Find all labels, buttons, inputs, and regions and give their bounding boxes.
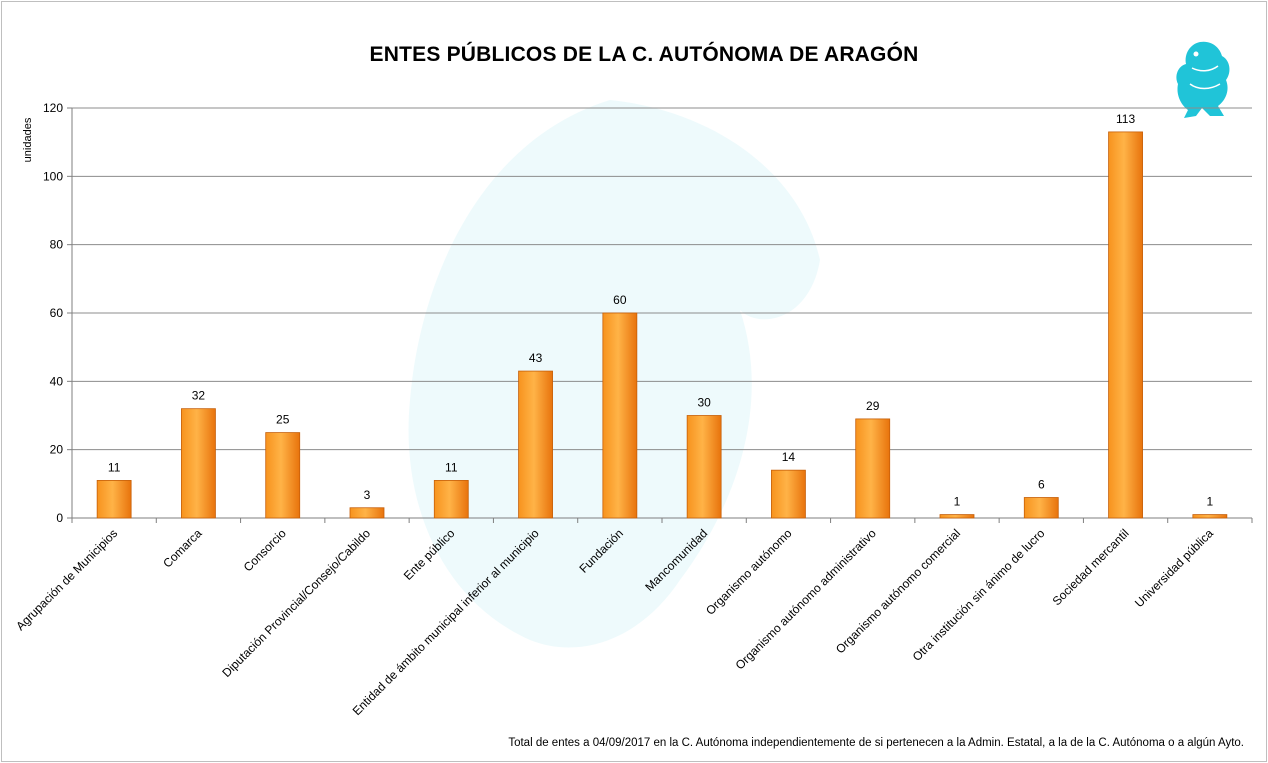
chart-title: ENTES PÚBLICOS DE LA C. AUTÓNOMA DE ARAG… bbox=[369, 43, 919, 66]
data-label: 1 bbox=[1207, 495, 1214, 509]
bar bbox=[1023, 497, 1059, 519]
griffin-logo-icon bbox=[1176, 41, 1230, 118]
bar bbox=[771, 469, 806, 519]
x-tick-label: Fundación bbox=[576, 526, 626, 576]
y-tick-label: 20 bbox=[50, 443, 64, 457]
bar bbox=[96, 480, 132, 519]
grid-lines bbox=[72, 107, 1252, 519]
bars bbox=[96, 131, 1228, 519]
x-tick-label: Sociedad mercantil bbox=[1050, 526, 1132, 608]
x-tick-label: Diputación Provincial/Consejo/Cabildo bbox=[219, 526, 373, 680]
data-label: 30 bbox=[697, 396, 711, 410]
data-label: 113 bbox=[1116, 112, 1135, 126]
bar bbox=[265, 432, 301, 519]
x-tick-label: Comarca bbox=[160, 526, 205, 571]
axes bbox=[67, 107, 1253, 523]
bar bbox=[518, 370, 553, 519]
bar bbox=[855, 418, 891, 519]
x-tick-label: Universidad pública bbox=[1132, 526, 1216, 610]
x-tick-label: Organismo autónomo administrativo bbox=[733, 526, 879, 672]
bar bbox=[686, 415, 722, 519]
bar bbox=[181, 408, 216, 519]
y-tick-label: 120 bbox=[43, 101, 63, 115]
y-tick-label: 60 bbox=[50, 306, 64, 320]
y-tick-label: 80 bbox=[50, 238, 64, 252]
x-tick-label: Consorcio bbox=[241, 526, 289, 574]
footnote: Total de entes a 04/09/2017 en la C. Aut… bbox=[508, 737, 1244, 749]
data-label: 29 bbox=[866, 399, 880, 413]
y-tick-label: 100 bbox=[43, 169, 63, 183]
y-tick-label: 40 bbox=[50, 374, 64, 388]
data-label: 32 bbox=[192, 389, 206, 403]
data-label: 11 bbox=[108, 460, 121, 474]
x-tick-label: Entidad de ámbito municipal inferior al … bbox=[350, 526, 542, 718]
data-label: 43 bbox=[529, 351, 543, 365]
bar bbox=[1192, 514, 1228, 519]
y-axis-label: unidades bbox=[22, 117, 34, 162]
x-tick-label: Otra institución sin ánimo de lucro bbox=[910, 526, 1048, 664]
bar bbox=[349, 507, 385, 519]
y-tick-label: 0 bbox=[56, 511, 63, 525]
data-label: 3 bbox=[364, 488, 371, 502]
data-label: 60 bbox=[613, 293, 627, 307]
bar bbox=[433, 480, 469, 519]
bar bbox=[939, 514, 975, 519]
x-tick-label: Mancomunidad bbox=[642, 526, 710, 594]
x-tick-label: Ente público bbox=[401, 526, 458, 583]
bar bbox=[602, 312, 638, 519]
bar bbox=[1108, 131, 1143, 519]
data-label: 1 bbox=[954, 495, 961, 509]
data-label: 11 bbox=[445, 460, 458, 474]
x-tick-label: Organismo autónomo bbox=[703, 526, 795, 618]
data-label: 6 bbox=[1038, 478, 1045, 492]
x-tick-label: Agrupación de Municipios bbox=[13, 526, 120, 633]
data-label: 25 bbox=[276, 413, 290, 427]
data-label: 14 bbox=[782, 450, 796, 464]
